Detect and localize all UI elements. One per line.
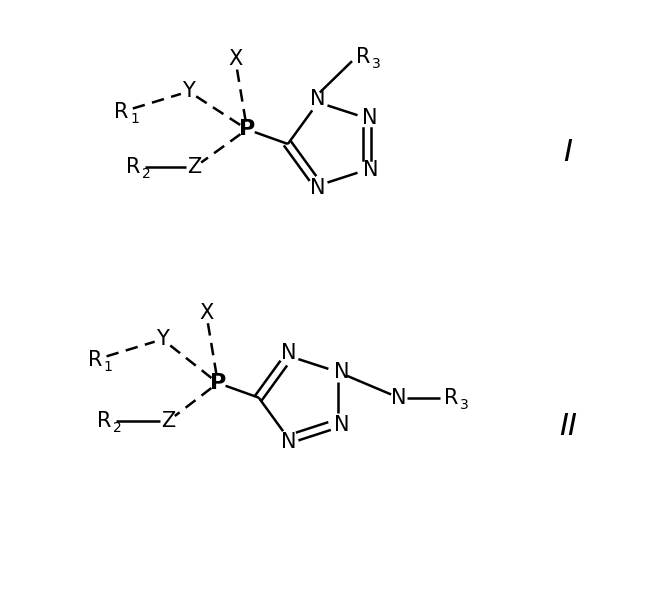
Text: Z: Z [161,411,175,431]
Text: N: N [310,179,326,198]
Text: II: II [559,413,577,441]
Text: N: N [391,387,406,408]
Text: X: X [199,303,213,323]
Text: R: R [97,411,111,431]
Text: 2: 2 [142,167,151,181]
Text: N: N [334,414,350,435]
Text: 3: 3 [460,398,468,411]
Text: N: N [281,343,296,363]
Text: R: R [88,350,102,370]
Text: N: N [310,90,326,109]
Text: 1: 1 [130,112,139,126]
Text: N: N [334,362,350,382]
Text: 1: 1 [104,360,112,374]
Text: N: N [363,159,379,180]
Text: N: N [281,432,296,452]
Text: X: X [228,50,242,69]
Text: P: P [239,119,255,139]
Text: N: N [362,108,377,128]
Text: R: R [357,47,371,66]
Text: P: P [210,373,226,393]
Text: R: R [444,387,458,408]
Text: I: I [563,139,572,167]
Text: Z: Z [187,157,201,177]
Text: 3: 3 [372,57,381,70]
Text: R: R [126,157,140,177]
Text: Y: Y [182,82,195,101]
Text: 2: 2 [112,421,121,435]
Text: R: R [114,102,129,122]
Text: Y: Y [156,330,169,349]
